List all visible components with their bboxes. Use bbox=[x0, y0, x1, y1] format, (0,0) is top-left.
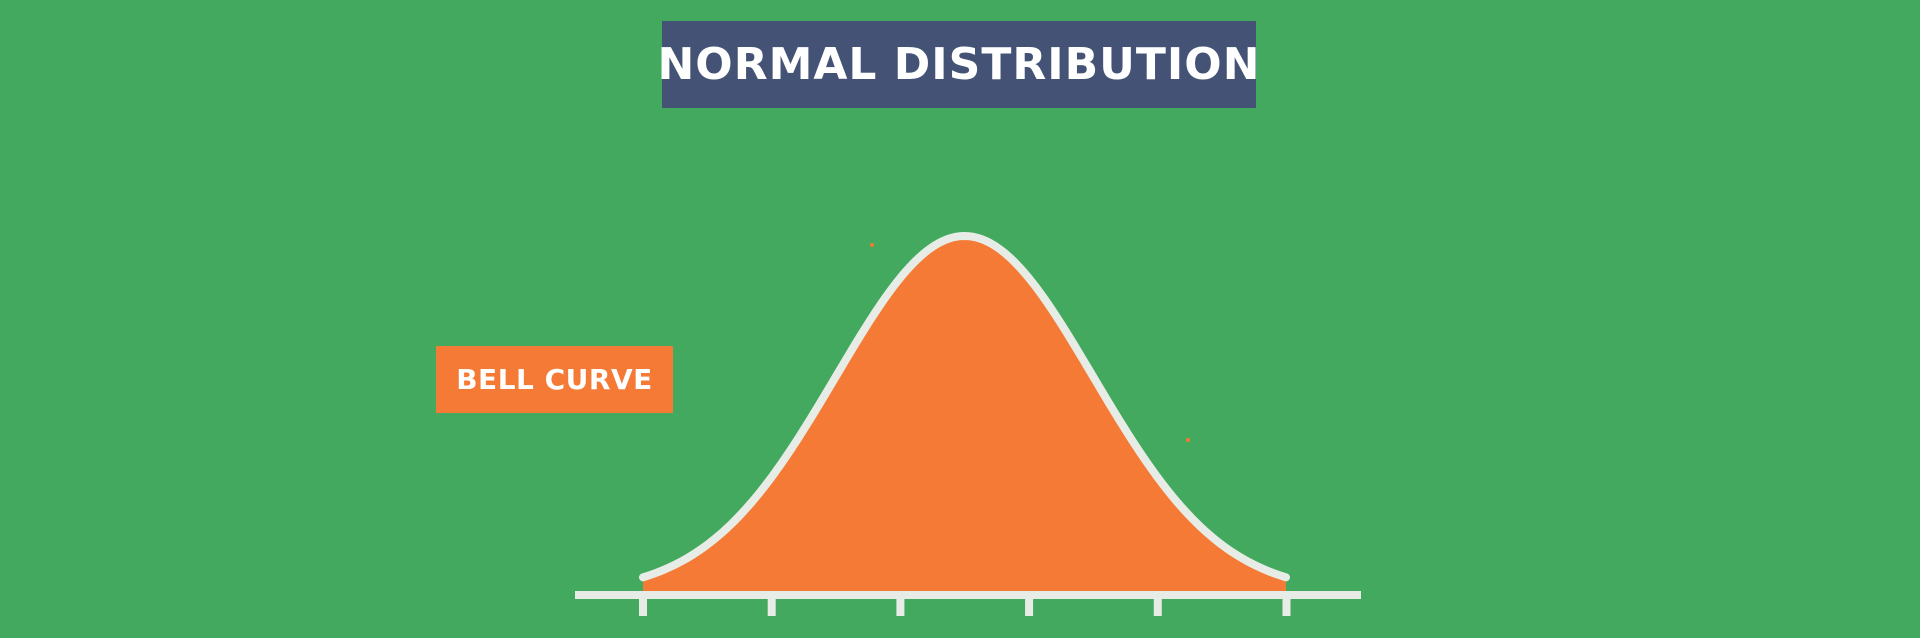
title-banner: NORMAL DISTRIBUTION bbox=[657, 21, 1260, 108]
small-dot-marker bbox=[870, 243, 874, 247]
bell-curve-outline bbox=[639, 232, 1290, 582]
bell-curve-fill bbox=[643, 236, 1286, 593]
x-axis-tick bbox=[896, 598, 905, 616]
x-axis-tick bbox=[1025, 598, 1034, 616]
small-dot-marker bbox=[1186, 438, 1190, 442]
x-axis-tick bbox=[639, 598, 647, 616]
x-axis-tick bbox=[767, 598, 776, 616]
title-text: NORMAL DISTRIBUTION bbox=[657, 39, 1261, 90]
x-axis-tick bbox=[1153, 598, 1162, 616]
x-axis-ticks bbox=[639, 598, 1291, 616]
bell-curve-label-text: BELL CURVE bbox=[456, 363, 653, 396]
bell-curve-label: BELL CURVE bbox=[436, 346, 673, 413]
x-axis-tick bbox=[1282, 598, 1291, 616]
